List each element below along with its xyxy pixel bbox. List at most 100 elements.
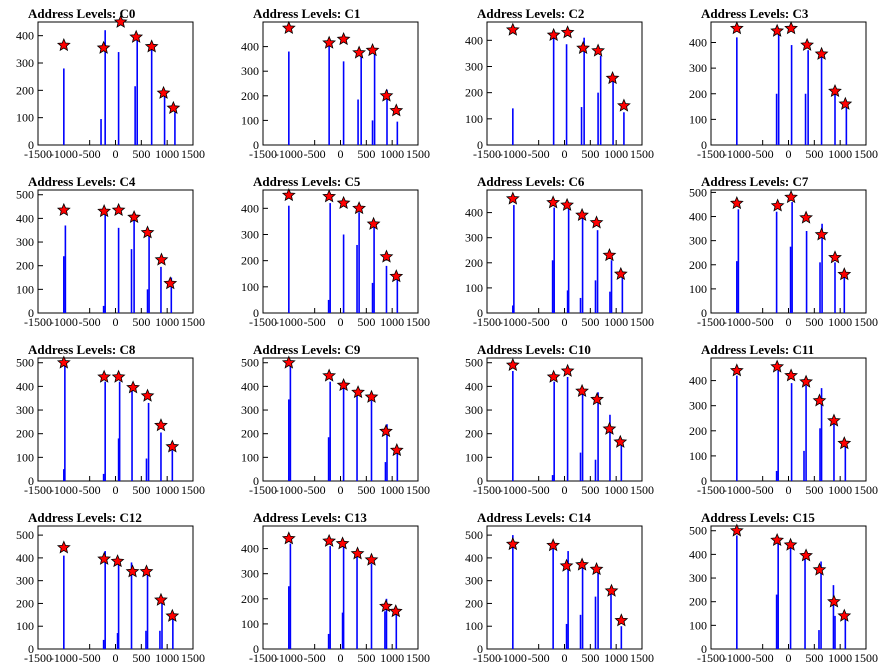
x-tick-label: -1000 <box>723 147 751 161</box>
x-tick-label: -1500 <box>249 483 277 497</box>
level-star-marker <box>166 100 181 114</box>
x-tick-label: 1000 <box>380 483 404 497</box>
x-tick-label: 1500 <box>854 315 878 329</box>
x-tick-label: 500 <box>805 147 823 161</box>
y-tick-label: 500 <box>689 185 707 199</box>
x-tick-label: 1500 <box>181 147 205 161</box>
x-tick-label: 500 <box>805 483 823 497</box>
x-tick-label: 500 <box>357 315 375 329</box>
level-star-marker <box>127 209 141 224</box>
x-tick-label: -1000 <box>499 147 527 161</box>
chart-panel-c14: Address Levels: C14 0 100 200 300 400 500 -1500… <box>465 510 654 665</box>
y-tick-label: 400 <box>465 206 483 220</box>
y-tick-label: 400 <box>16 379 34 393</box>
level-star-marker <box>784 190 798 204</box>
x-tick-label: 0 <box>338 147 344 161</box>
x-tick-label: 1000 <box>155 651 179 665</box>
y-tick-label: 400 <box>465 551 483 565</box>
y-tick-label: 100 <box>16 111 34 125</box>
level-star-marker <box>770 198 785 212</box>
chart-panel-c15: Address Levels: C15 0 100 200 300 400 500 -1500… <box>689 510 878 665</box>
x-tick-label: -1500 <box>473 147 501 161</box>
y-tick-label: 100 <box>465 281 483 295</box>
chart-panel-c11: Address Levels: C11 0 100 200 300 400 -1500-10… <box>689 342 878 497</box>
y-tick-label: 0 <box>28 138 34 152</box>
chart-panel-c10: Address Levels: C10 0 100 200 300 400 500 -1500… <box>465 342 654 497</box>
level-star-marker <box>784 368 798 382</box>
level-star-marker <box>800 37 814 51</box>
level-star-marker <box>605 71 620 85</box>
x-tick-label: -1000 <box>50 651 78 665</box>
x-tick-label: 1000 <box>604 651 628 665</box>
level-star-marker <box>559 558 574 572</box>
x-tick-label: -500 <box>79 651 101 665</box>
x-tick-label: 1500 <box>854 147 878 161</box>
x-tick-label: 500 <box>805 651 823 665</box>
y-tick-label: 300 <box>16 403 34 417</box>
level-star-marker <box>379 249 394 263</box>
y-tick-label: 0 <box>28 306 34 320</box>
y-tick-label: 100 <box>16 619 34 633</box>
x-tick-label: -500 <box>528 483 550 497</box>
y-tick-label: 500 <box>689 524 707 538</box>
level-star-marker <box>389 269 404 283</box>
x-tick-label: -1500 <box>249 147 277 161</box>
level-star-marker <box>589 562 604 576</box>
y-tick-label: 400 <box>241 201 259 215</box>
level-star-marker <box>111 202 126 216</box>
level-star-marker <box>336 195 351 209</box>
y-tick-label: 500 <box>241 356 259 370</box>
level-star-marker <box>784 21 798 35</box>
x-tick-label: -1500 <box>473 315 501 329</box>
y-tick-label: 500 <box>16 528 34 542</box>
y-tick-label: 100 <box>16 282 34 296</box>
level-star-marker <box>729 523 744 537</box>
level-star-marker <box>281 187 296 202</box>
y-tick-label: 400 <box>241 379 259 393</box>
x-tick-label: -1000 <box>50 147 78 161</box>
level-star-marker <box>827 594 841 608</box>
x-tick-label: 1500 <box>630 315 654 329</box>
x-tick-label: -500 <box>304 147 326 161</box>
y-tick-label: 300 <box>689 234 707 248</box>
level-star-marker <box>729 21 744 35</box>
y-tick-label: 500 <box>16 188 34 202</box>
y-tick-label: 100 <box>465 112 483 126</box>
x-tick-label: -1500 <box>473 651 501 665</box>
x-tick-label: 1000 <box>380 315 404 329</box>
y-tick-label: 300 <box>465 231 483 245</box>
x-tick-label: 1500 <box>406 483 430 497</box>
plot-frame <box>486 357 643 482</box>
level-star-marker <box>828 83 842 98</box>
panel-title: Address Levels: C9 <box>253 342 361 357</box>
level-star-marker <box>56 202 71 216</box>
level-star-marker <box>770 23 785 37</box>
x-tick-label: 500 <box>581 147 599 161</box>
y-tick-label: 300 <box>16 235 34 249</box>
x-tick-label: -1000 <box>499 651 527 665</box>
x-tick-label: 1500 <box>630 651 654 665</box>
level-star-marker <box>576 40 590 55</box>
level-star-marker <box>560 363 575 377</box>
level-star-marker <box>505 22 520 36</box>
x-tick-label: 0 <box>113 651 119 665</box>
plot-frame <box>710 189 867 314</box>
y-tick-label: 300 <box>689 571 707 585</box>
y-tick-label: 300 <box>241 567 259 581</box>
x-tick-label: -500 <box>528 651 550 665</box>
x-tick-label: 1000 <box>604 483 628 497</box>
level-star-marker <box>336 31 351 46</box>
chart-panel-c7: Address Levels: C70100200300400500-1500-… <box>689 174 878 329</box>
panel-title: Address Levels: C10 <box>477 342 591 357</box>
level-star-marker <box>352 201 366 215</box>
chart-panel-c4: Address Levels: C40100200300400500-1500-… <box>16 174 205 329</box>
chart-panel-c5: Address Levels: C5 0 100 200 300 400 -1500-100… <box>241 174 430 329</box>
x-tick-label: -1500 <box>473 483 501 497</box>
y-tick-label: 200 <box>689 258 707 272</box>
x-tick-label: 1500 <box>181 483 205 497</box>
x-tick-label: -1000 <box>275 147 303 161</box>
level-star-marker <box>144 39 159 53</box>
level-star-marker <box>546 369 561 383</box>
level-star-marker <box>546 27 561 41</box>
